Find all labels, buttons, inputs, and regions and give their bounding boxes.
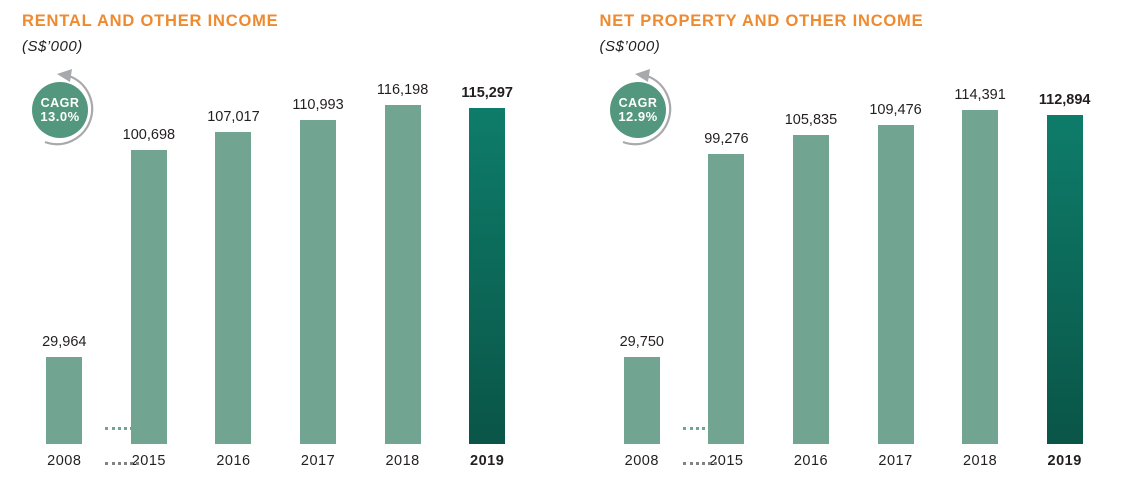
bar [46,357,83,444]
bar-column: 100,698 [107,127,192,444]
bar-value-label: 99,276 [704,131,749,147]
bar-value-label: 115,297 [461,85,513,101]
rental-income-chart: RENTAL AND OTHER INCOME (S$’000) 29,964 1… [22,12,530,476]
year-label: 2019 [1047,453,1082,469]
bar [623,357,660,444]
net-property-income-chart: NET PROPERTY AND OTHER INCOME (S$’000) 2… [600,12,1108,476]
year-label: 2018 [385,453,420,469]
x-axis-labels: 2008 2015 2016 2017 2018 2019 [22,453,530,473]
chart-title: RENTAL AND OTHER INCOME [22,12,279,30]
bar-value-label: 105,835 [784,112,838,128]
cagr-badge: CAGR 13.0% [32,69,94,146]
cagr-arrow-head-icon [634,69,650,82]
bar-column: 99,276 [684,131,769,444]
cagr-value: 13.0% [40,109,79,124]
cagr-arrow-icon [44,74,94,146]
bar-value-label: 114,391 [954,87,1006,103]
axis-break-dots [105,462,140,465]
bar-column: 29,964 [22,334,107,444]
bar [962,110,999,444]
bar-column: 115,297 [445,85,530,444]
bar-value-label: 107,017 [207,109,260,125]
bar-value-label: 29,964 [42,334,87,350]
plot-area: 29,964 100,698 107,017 110,993 116,198 115,29… [22,59,530,476]
bar-column: 105,835 [769,112,854,444]
bar-column: 107,017 [191,109,276,444]
cagr-label: CAGR [618,96,657,110]
bar-column: 110,993 [276,97,361,444]
axis-break-dots [105,427,140,430]
plot-area: 29,750 99,276 105,835 109,476 114,391 112,894… [600,59,1108,476]
bar [1046,115,1083,444]
bar-value-label: 29,750 [619,334,664,350]
year-label: 2018 [962,453,998,469]
bar [130,150,167,444]
cagr-arrow-icon [622,74,671,146]
year-label: 2008 [47,453,82,469]
year-label: 2017 [300,453,336,469]
year-label: 2017 [878,453,913,469]
cagr-circle [32,82,88,138]
cagr-label: CAGR [41,96,80,110]
cagr-value: 12.9% [618,109,657,124]
year-label: 2016 [793,453,829,469]
cagr-badge: CAGR 12.9% [609,69,671,146]
bar [469,108,506,444]
bar [215,132,252,444]
year-label: 2019 [470,453,505,469]
bar-value-label: 110,993 [292,97,344,113]
bar-value-label: 109,476 [869,102,922,118]
bar-value-label: 116,198 [376,82,429,98]
bars-area: 29,750 99,276 105,835 109,476 114,391 112,894 [600,59,1108,444]
bar [300,120,337,444]
bar-value-label: 112,894 [1038,92,1091,108]
chart-title: NET PROPERTY AND OTHER INCOME [599,12,924,30]
chart-subtitle: (S$’000) [599,38,661,55]
bar [384,105,421,444]
cagr-circle [609,82,666,138]
bar [792,135,829,444]
axis-break-dots [682,462,717,465]
bars-area: 29,964 100,698 107,017 110,993 116,198 115,29… [22,59,530,444]
chart-subtitle: (S$’000) [22,38,83,55]
bar-value-label: 100,698 [122,127,176,143]
bar-column: 29,750 [600,334,685,444]
bar [877,125,914,444]
bar-column: 109,476 [853,102,938,444]
bar-column: 112,894 [1022,92,1107,444]
bar-column: 114,391 [938,87,1023,444]
axis-break-dots [682,427,717,430]
x-axis-labels: 2008 2015 2016 2017 2018 2019 [600,453,1108,473]
year-label: 2015 [131,453,166,469]
year-label: 2016 [216,453,251,469]
cagr-arrow-head-icon [57,69,72,82]
bar-column: 116,198 [360,82,445,444]
year-label: 2008 [624,453,659,469]
bar [708,154,745,444]
year-label: 2015 [709,453,744,469]
